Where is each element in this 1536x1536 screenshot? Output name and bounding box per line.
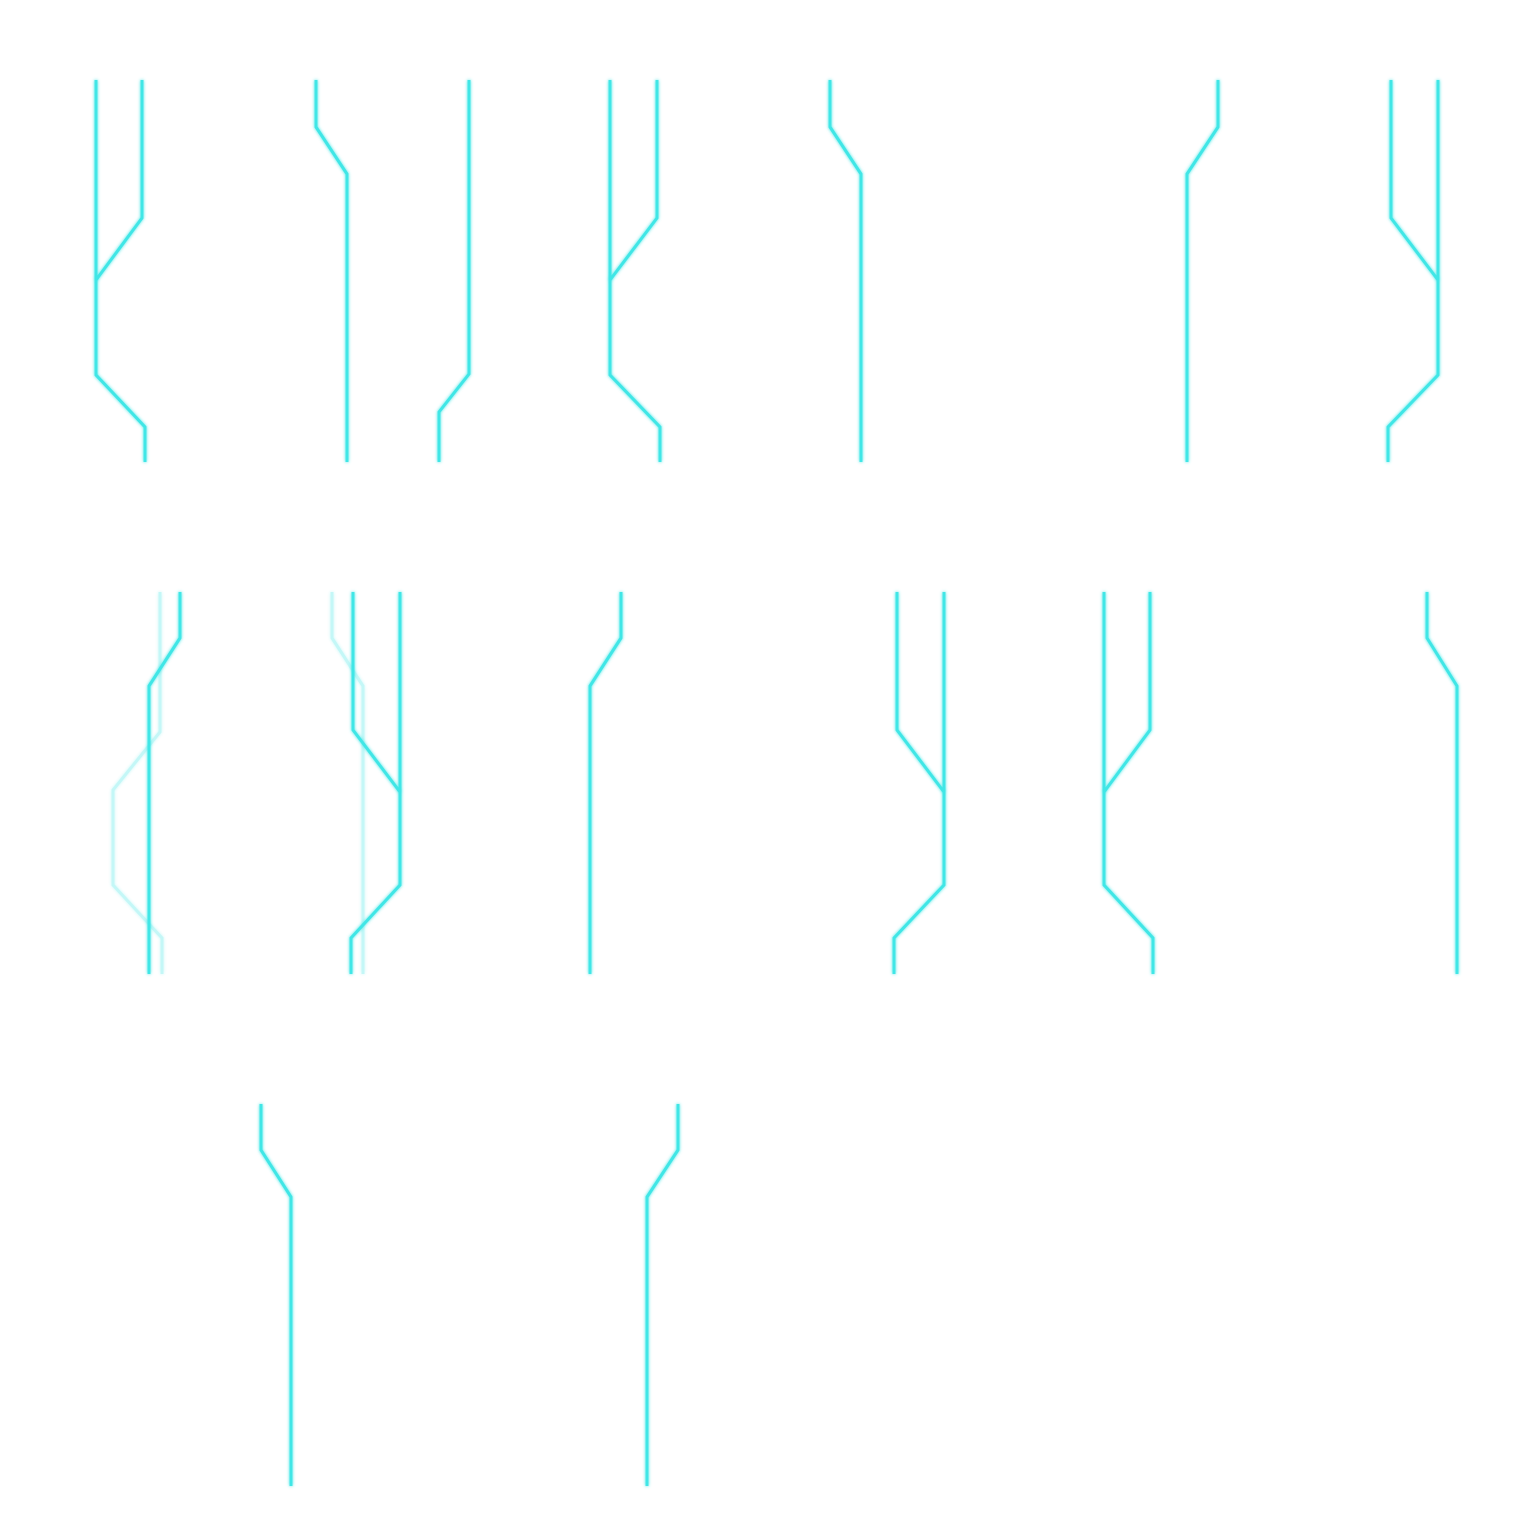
circuit-line: [259, 1104, 293, 1486]
circuit-line: [588, 592, 623, 974]
circuit-line: [895, 592, 946, 793]
circuit-line: [1389, 80, 1440, 281]
circuit-line: [1425, 592, 1459, 974]
circuit-line: [94, 80, 147, 462]
circuit-line: [645, 1104, 680, 1486]
circuit-line: [147, 592, 182, 974]
circuit-line: [437, 80, 471, 462]
circuit-line: [111, 592, 164, 974]
circuit-line: [94, 80, 144, 281]
circuit-line: [1102, 592, 1152, 793]
circuit-line: [314, 80, 349, 462]
circuit-line: [1185, 80, 1220, 462]
circuit-line: [608, 80, 659, 281]
row-2: [77, 592, 1459, 974]
row-1: [37, 80, 1440, 462]
row-3: [259, 1104, 680, 1486]
circuit-line: [1386, 80, 1440, 462]
circuit-line: [608, 80, 662, 462]
circuit-line: [351, 592, 402, 793]
circuit-line: [330, 592, 365, 974]
circuit-line: [1102, 592, 1155, 974]
circuit-line: [349, 592, 402, 974]
circuit-line: [892, 592, 946, 974]
circuit-line: [828, 80, 863, 462]
